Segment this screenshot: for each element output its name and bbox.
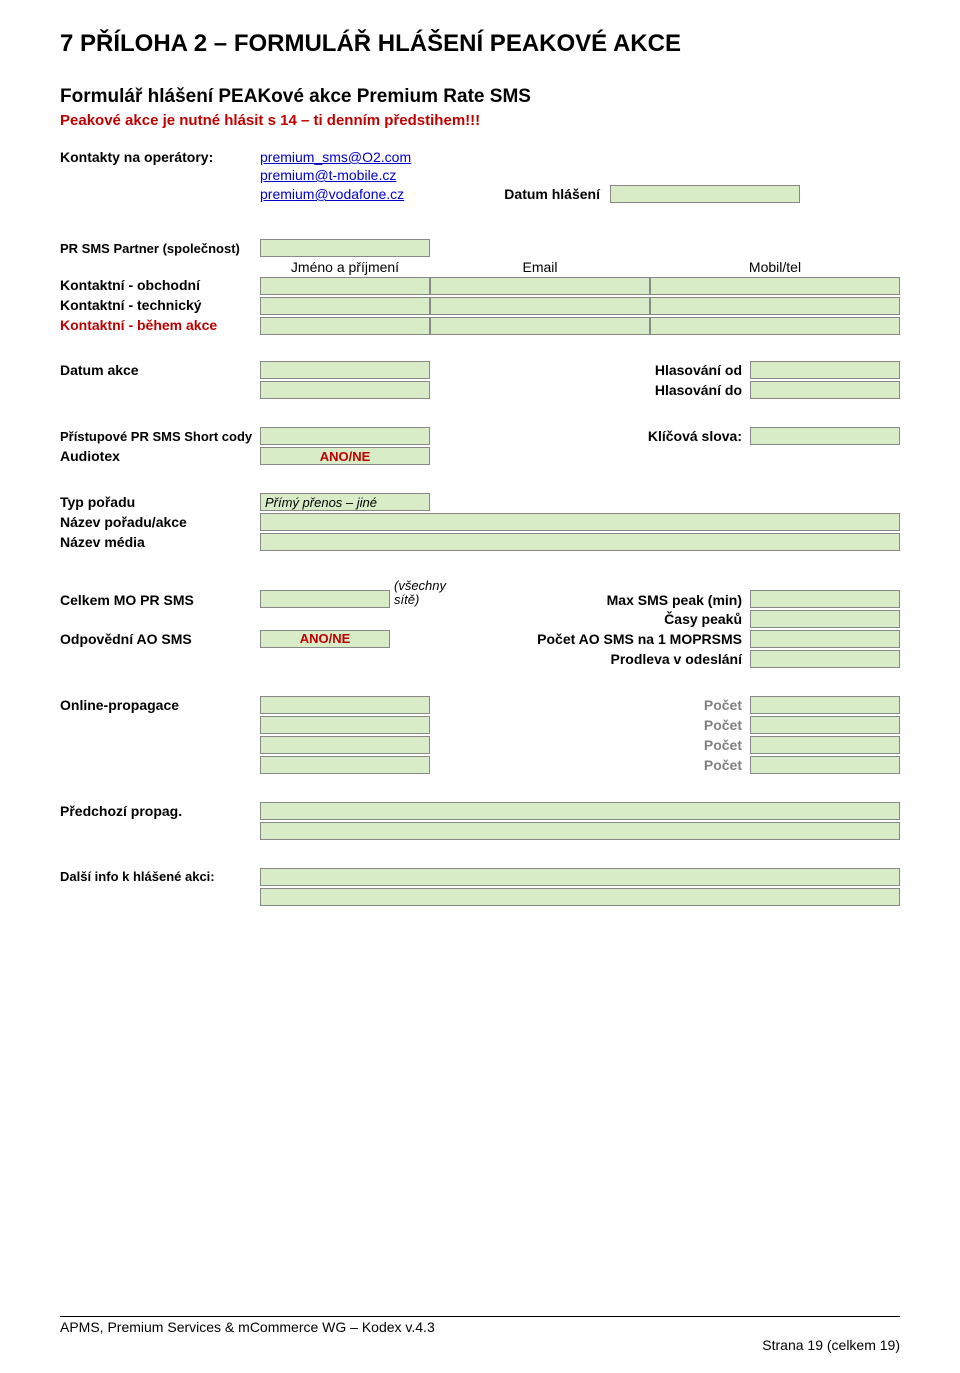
typ-poradu-label: Typ pořadu — [60, 494, 260, 510]
pocet-label-4: Počet — [430, 757, 750, 773]
obchodni-name[interactable] — [260, 277, 430, 295]
max-sms-label: Max SMS peak (min) — [460, 592, 750, 608]
klicova-field[interactable] — [750, 427, 900, 445]
nazev-media-label: Název média — [60, 534, 260, 550]
header-name: Jméno a příjmení — [260, 259, 430, 275]
datum-akce-label: Datum akce — [60, 362, 260, 378]
email-link-o2[interactable]: premium_sms@O2.com — [260, 149, 411, 165]
behem-email[interactable] — [430, 317, 650, 335]
technicky-mobile[interactable] — [650, 297, 900, 315]
pocet-field-4[interactable] — [750, 756, 900, 774]
dalsi-info-field-2[interactable] — [260, 888, 900, 906]
nazev-media-field[interactable] — [260, 533, 900, 551]
technicky-email[interactable] — [430, 297, 650, 315]
celkem-mo-field[interactable] — [260, 590, 390, 608]
typ-poradu-field[interactable]: Přímý přenos – jiné — [260, 493, 430, 511]
nazev-poradu-label: Název pořadu/akce — [60, 514, 260, 530]
klicova-label: Klíčová slova: — [430, 428, 750, 444]
odpovedni-label: Odpovědní AO SMS — [60, 631, 260, 647]
email-link-vodafone[interactable]: premium@vodafone.cz — [260, 186, 404, 202]
vsechny-site-label: (všechny sítě) — [390, 579, 460, 608]
pocet-label-1: Počet — [430, 697, 750, 713]
max-sms-field[interactable] — [750, 590, 900, 608]
predchozi-label: Předchozí propag. — [60, 803, 260, 819]
predchozi-field-2[interactable] — [260, 822, 900, 840]
form-title: Formulář hlášení PEAKové akce Premium Ra… — [60, 86, 900, 108]
pocet-ao-label: Počet AO SMS na 1 MOPRSMS — [390, 631, 750, 647]
online-prop-field-1[interactable] — [260, 696, 430, 714]
header-mobile: Mobil/tel — [650, 259, 900, 275]
online-prop-field-3[interactable] — [260, 736, 430, 754]
obchodni-mobile[interactable] — [650, 277, 900, 295]
short-cody-label: Přístupové PR SMS Short cody — [60, 429, 260, 444]
dalsi-info-field-1[interactable] — [260, 868, 900, 886]
celkem-mo-label: Celkem MO PR SMS — [60, 592, 260, 608]
partner-field[interactable] — [260, 239, 430, 257]
nazev-poradu-field[interactable] — [260, 513, 900, 531]
datum-hlaseni-label: Datum hlášení — [430, 186, 610, 202]
hlas-od-field[interactable] — [750, 361, 900, 379]
k-technicky-label: Kontaktní - technický — [60, 297, 260, 315]
prodleva-label: Prodleva v odeslání — [60, 651, 750, 667]
behem-name[interactable] — [260, 317, 430, 335]
pocet-ao-field[interactable] — [750, 630, 900, 648]
k-behem-label: Kontaktní - během akce — [60, 317, 260, 335]
document-heading: 7 PŘÍLOHA 2 – FORMULÁŘ HLÁŠENÍ PEAKOVÉ A… — [60, 30, 900, 58]
hlas-od-label: Hlasování od — [430, 362, 750, 378]
obchodni-email[interactable] — [430, 277, 650, 295]
hlas-do-label: Hlasování do — [430, 382, 750, 398]
pocet-field-3[interactable] — [750, 736, 900, 754]
pocet-label-3: Počet — [430, 737, 750, 753]
pocet-label-2: Počet — [430, 717, 750, 733]
online-prop-field-4[interactable] — [260, 756, 430, 774]
footer-left: APMS, Premium Services & mCommerce WG – … — [60, 1319, 900, 1335]
audiotex-label: Audiotex — [60, 448, 260, 464]
predchozi-field-1[interactable] — [260, 802, 900, 820]
email-link-tmobile[interactable]: premium@t-mobile.cz — [260, 167, 396, 183]
datum-akce-field-2[interactable] — [260, 381, 430, 399]
casy-peaku-field[interactable] — [750, 610, 900, 628]
dalsi-info-label: Další info k hlášené akci: — [60, 869, 260, 884]
online-prop-label: Online-propagace — [60, 697, 260, 713]
datum-hlaseni-field[interactable] — [610, 185, 800, 203]
odpovedni-field[interactable]: ANO/NE — [260, 630, 390, 648]
behem-mobile[interactable] — [650, 317, 900, 335]
technicky-name[interactable] — [260, 297, 430, 315]
short-cody-field[interactable] — [260, 427, 430, 445]
online-prop-field-2[interactable] — [260, 716, 430, 734]
hlas-do-field[interactable] — [750, 381, 900, 399]
k-obchodni-label: Kontaktní - obchodní — [60, 277, 260, 295]
audiotex-field[interactable]: ANO/NE — [260, 447, 430, 465]
header-email: Email — [430, 259, 650, 275]
footer-page: Strana 19 (celkem 19) — [60, 1337, 900, 1353]
contacts-label: Kontakty na operátory: — [60, 149, 260, 165]
prodleva-field[interactable] — [750, 650, 900, 668]
datum-akce-field[interactable] — [260, 361, 430, 379]
casy-peaku-label: Časy peaků — [60, 611, 750, 627]
pocet-field-2[interactable] — [750, 716, 900, 734]
warning-text: Peakové akce je nutné hlásit s 14 – ti d… — [60, 112, 900, 129]
pocet-field-1[interactable] — [750, 696, 900, 714]
partner-label: PR SMS Partner (společnost) — [60, 241, 260, 256]
